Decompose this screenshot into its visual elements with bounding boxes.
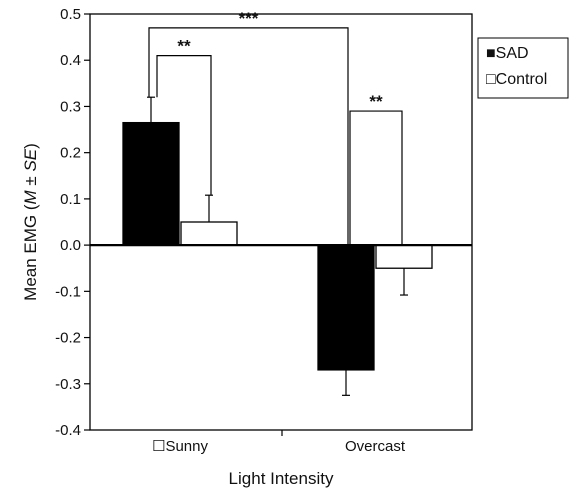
- y-axis-title: Mean EMG (M ± SE): [21, 143, 40, 301]
- legend-entry-control: □Control: [486, 71, 547, 88]
- bar-control-overcast: [375, 244, 433, 269]
- significance-bracket: [349, 110, 403, 246]
- plot-frame: [89, 13, 473, 431]
- y-tick-label: -0.4: [55, 422, 81, 439]
- bar-control-sunny: [180, 221, 238, 246]
- significance-label: **: [177, 37, 191, 56]
- y-tick-label: -0.3: [55, 376, 81, 393]
- y-tick-label: 0.5: [60, 6, 81, 23]
- x-tick-label: Overcast: [345, 438, 406, 455]
- significance-bracket: [148, 27, 349, 246]
- y-tick-label: 0.3: [60, 98, 81, 115]
- legend-box: [477, 37, 569, 99]
- x-axis-title: Light Intensity: [229, 469, 334, 488]
- y-tick-label: 0.4: [60, 52, 81, 69]
- bar-sad-overcast: [317, 244, 375, 371]
- y-tick-label: -0.2: [55, 330, 81, 347]
- significance-label: **: [369, 92, 383, 111]
- y-tick-label: 0.0: [60, 237, 81, 254]
- legend-entry-sad: ■SAD: [486, 45, 529, 62]
- x-tick-label: ☐Sunny: [152, 438, 208, 455]
- significance-label: ***: [239, 9, 259, 28]
- y-tick-label: -0.1: [55, 283, 81, 300]
- significance-bracket: [156, 55, 212, 196]
- y-tick-label: 0.1: [60, 191, 81, 208]
- y-tick-label: 0.2: [60, 145, 81, 162]
- bar-sad-sunny: [122, 121, 180, 246]
